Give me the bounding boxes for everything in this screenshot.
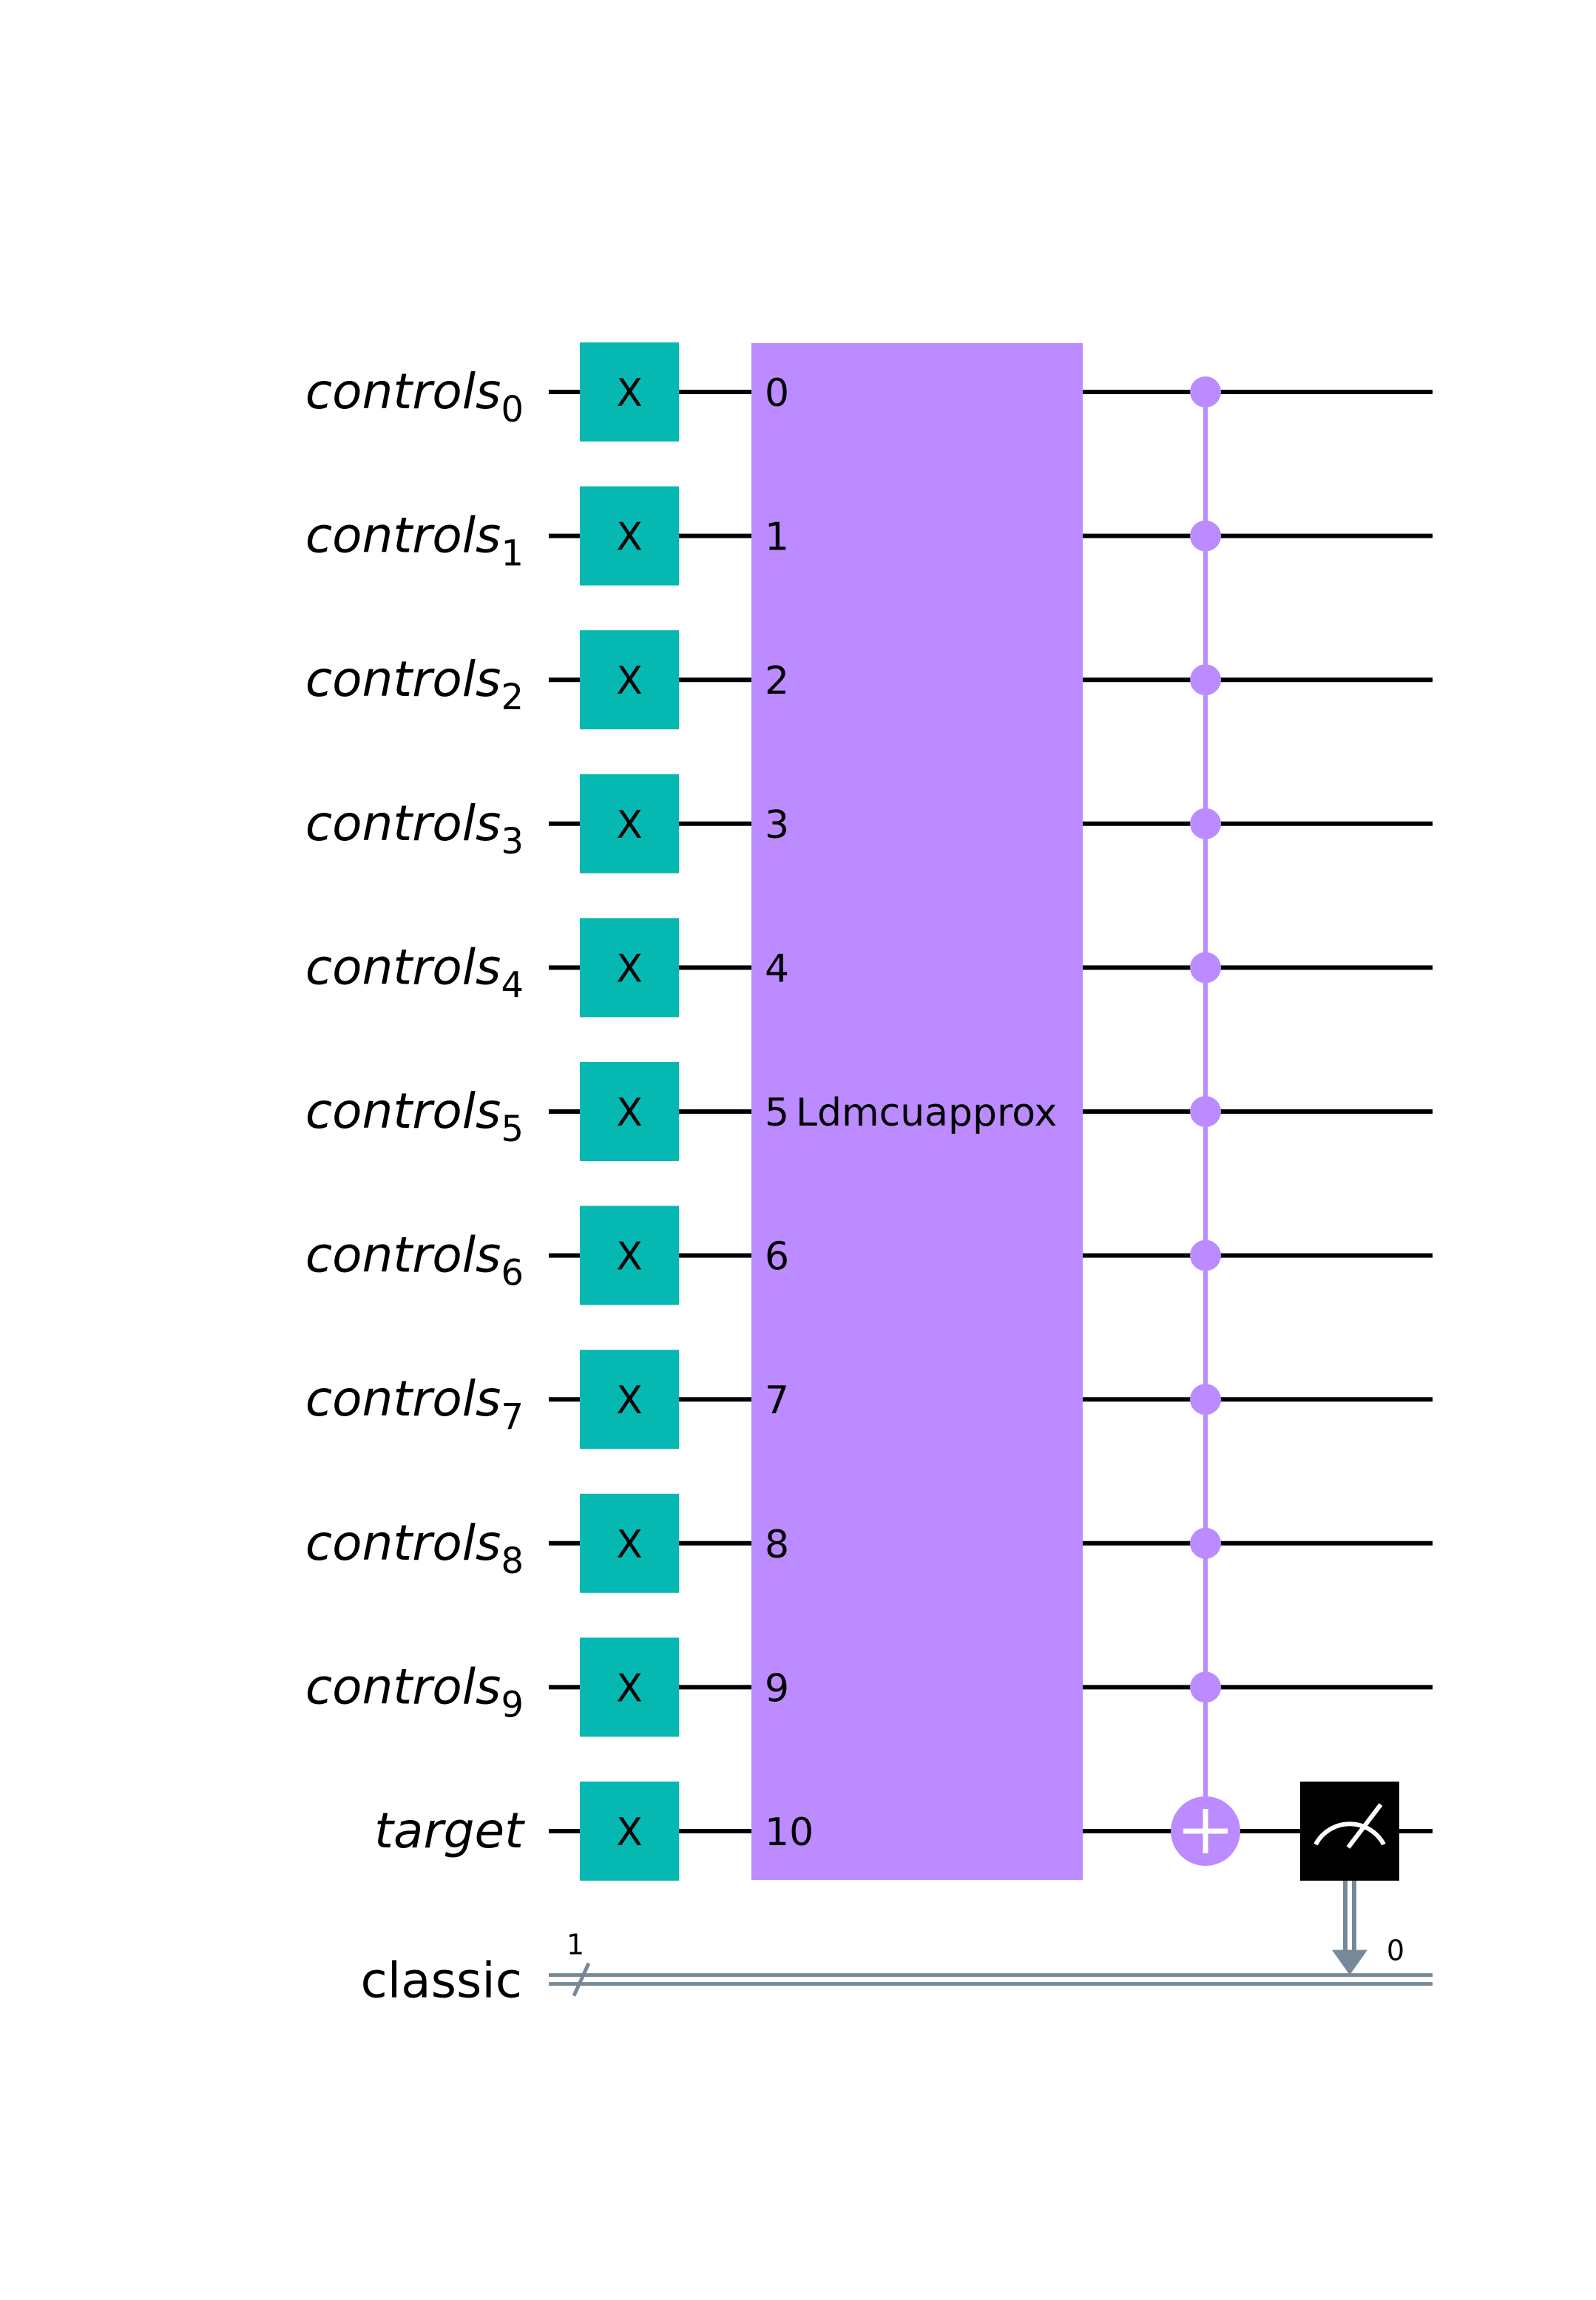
block-pin-label: 0 bbox=[765, 371, 789, 416]
control-dot bbox=[1190, 1671, 1221, 1703]
block-pin-label: 1 bbox=[765, 515, 789, 560]
x-gate bbox=[580, 1493, 679, 1593]
block-pin-label: 5 bbox=[765, 1091, 789, 1135]
wire-labels: controls0controls1controls2controls3cont… bbox=[305, 363, 525, 2009]
qubit-label-index: 7 bbox=[501, 1396, 524, 1438]
qubit-label: controls3 bbox=[305, 795, 524, 862]
classical-register-label: classic bbox=[361, 1952, 522, 2009]
qubit-label: controls7 bbox=[305, 1370, 524, 1438]
control-dot bbox=[1190, 1239, 1221, 1271]
block-pin-label: 3 bbox=[765, 803, 789, 848]
qubit-label: controls0 bbox=[305, 363, 524, 430]
block-pin-label: 7 bbox=[765, 1379, 789, 1423]
qubit-label-name: controls bbox=[305, 507, 501, 564]
qubit-label-index: 1 bbox=[501, 533, 524, 575]
control-dot bbox=[1190, 520, 1221, 552]
block-pin-label: 4 bbox=[765, 947, 789, 991]
qubit-label-name: controls bbox=[305, 363, 501, 420]
measurement-gate: 0 bbox=[1300, 1782, 1404, 1975]
qubit-label: controls4 bbox=[305, 938, 524, 1006]
x-gate bbox=[580, 486, 679, 586]
x-gate bbox=[580, 918, 679, 1018]
qubit-label-name: controls bbox=[305, 795, 501, 852]
measure-arrow bbox=[1332, 1949, 1367, 1975]
x-gate-label: X bbox=[616, 1379, 643, 1423]
qubit-label: controls9 bbox=[305, 1658, 524, 1725]
x-gate bbox=[580, 1350, 679, 1450]
control-dot bbox=[1190, 1384, 1221, 1415]
register-width: 1 bbox=[567, 1929, 584, 1961]
control-dot bbox=[1190, 808, 1221, 839]
x-gate-label: X bbox=[616, 659, 643, 703]
qubit-label: controls2 bbox=[305, 651, 524, 718]
qubit-label: controls6 bbox=[305, 1227, 524, 1294]
block-pin-label: 10 bbox=[765, 1810, 814, 1855]
qubit-label-index: 3 bbox=[501, 821, 524, 862]
x-gate bbox=[580, 774, 679, 873]
x-gate bbox=[580, 1637, 679, 1737]
x-gate-label: X bbox=[616, 515, 643, 560]
control-dot bbox=[1190, 1096, 1221, 1127]
measure-box bbox=[1300, 1782, 1399, 1881]
control-dot bbox=[1190, 952, 1221, 984]
qubit-label: controls5 bbox=[305, 1083, 524, 1150]
x-gate bbox=[580, 342, 679, 442]
qubit-label: controls8 bbox=[305, 1515, 524, 1582]
qubit-label-index: 0 bbox=[501, 389, 524, 430]
qubit-label-index: 2 bbox=[501, 677, 524, 718]
x-gate-label: X bbox=[616, 1666, 643, 1711]
block-pin-label: 8 bbox=[765, 1523, 789, 1567]
classical-register: 1 bbox=[549, 1929, 1433, 1997]
x-gate-label: X bbox=[616, 803, 643, 848]
qubit-label-name: controls bbox=[305, 1370, 501, 1427]
qubit-label-name: controls bbox=[305, 938, 501, 995]
multi-controlled-x-gate bbox=[1171, 376, 1240, 1866]
x-gate-label: X bbox=[616, 1091, 643, 1135]
x-gate-label: X bbox=[616, 947, 643, 991]
x-gate-label: X bbox=[616, 1235, 643, 1279]
qubit-label-index: 8 bbox=[501, 1540, 524, 1582]
control-dot bbox=[1190, 376, 1221, 407]
x-gate-label: X bbox=[616, 1810, 643, 1855]
block-pin-label: 6 bbox=[765, 1235, 789, 1279]
block-pin-label: 9 bbox=[765, 1666, 789, 1711]
qubit-label-index: 9 bbox=[501, 1684, 524, 1725]
x-gate bbox=[580, 630, 679, 730]
qubit-label: target bbox=[374, 1802, 525, 1859]
x-gate-label: X bbox=[616, 371, 643, 416]
x-gate bbox=[580, 1205, 679, 1305]
control-dot bbox=[1190, 664, 1221, 696]
qubit-label-index: 6 bbox=[501, 1253, 524, 1294]
x-gate bbox=[580, 1782, 679, 1881]
x-gate-label: X bbox=[616, 1523, 643, 1567]
x-gates-column: X X X X X X X X X X X bbox=[580, 342, 679, 1881]
qubit-label-name: controls bbox=[305, 1515, 501, 1572]
register-width-slash bbox=[572, 1962, 591, 1997]
qubit-label-name: controls bbox=[305, 1083, 501, 1140]
meter-arc-icon bbox=[1313, 1822, 1386, 1846]
measured-bit-index: 0 bbox=[1387, 1935, 1404, 1967]
qubit-label: controls1 bbox=[305, 507, 524, 575]
qubit-label-index: 5 bbox=[501, 1109, 524, 1150]
ldmcuapprox-block: 0 1 2 3 4 5 6 7 8 9 10 Ldmcuapprox bbox=[751, 343, 1083, 1880]
qubit-label-name: controls bbox=[305, 651, 501, 708]
qubit-label-name: controls bbox=[305, 1658, 501, 1715]
control-dot bbox=[1190, 1527, 1221, 1559]
block-name: Ldmcuapprox bbox=[796, 1091, 1057, 1135]
x-gate bbox=[580, 1062, 679, 1161]
qubit-label-name: controls bbox=[305, 1227, 501, 1284]
meter-needle-icon bbox=[1346, 1803, 1383, 1849]
qubit-label-index: 4 bbox=[501, 964, 524, 1006]
ldmcuapprox-block-body bbox=[751, 343, 1083, 1880]
block-pin-label: 2 bbox=[765, 659, 789, 703]
qubit-label-name: target bbox=[374, 1802, 525, 1859]
